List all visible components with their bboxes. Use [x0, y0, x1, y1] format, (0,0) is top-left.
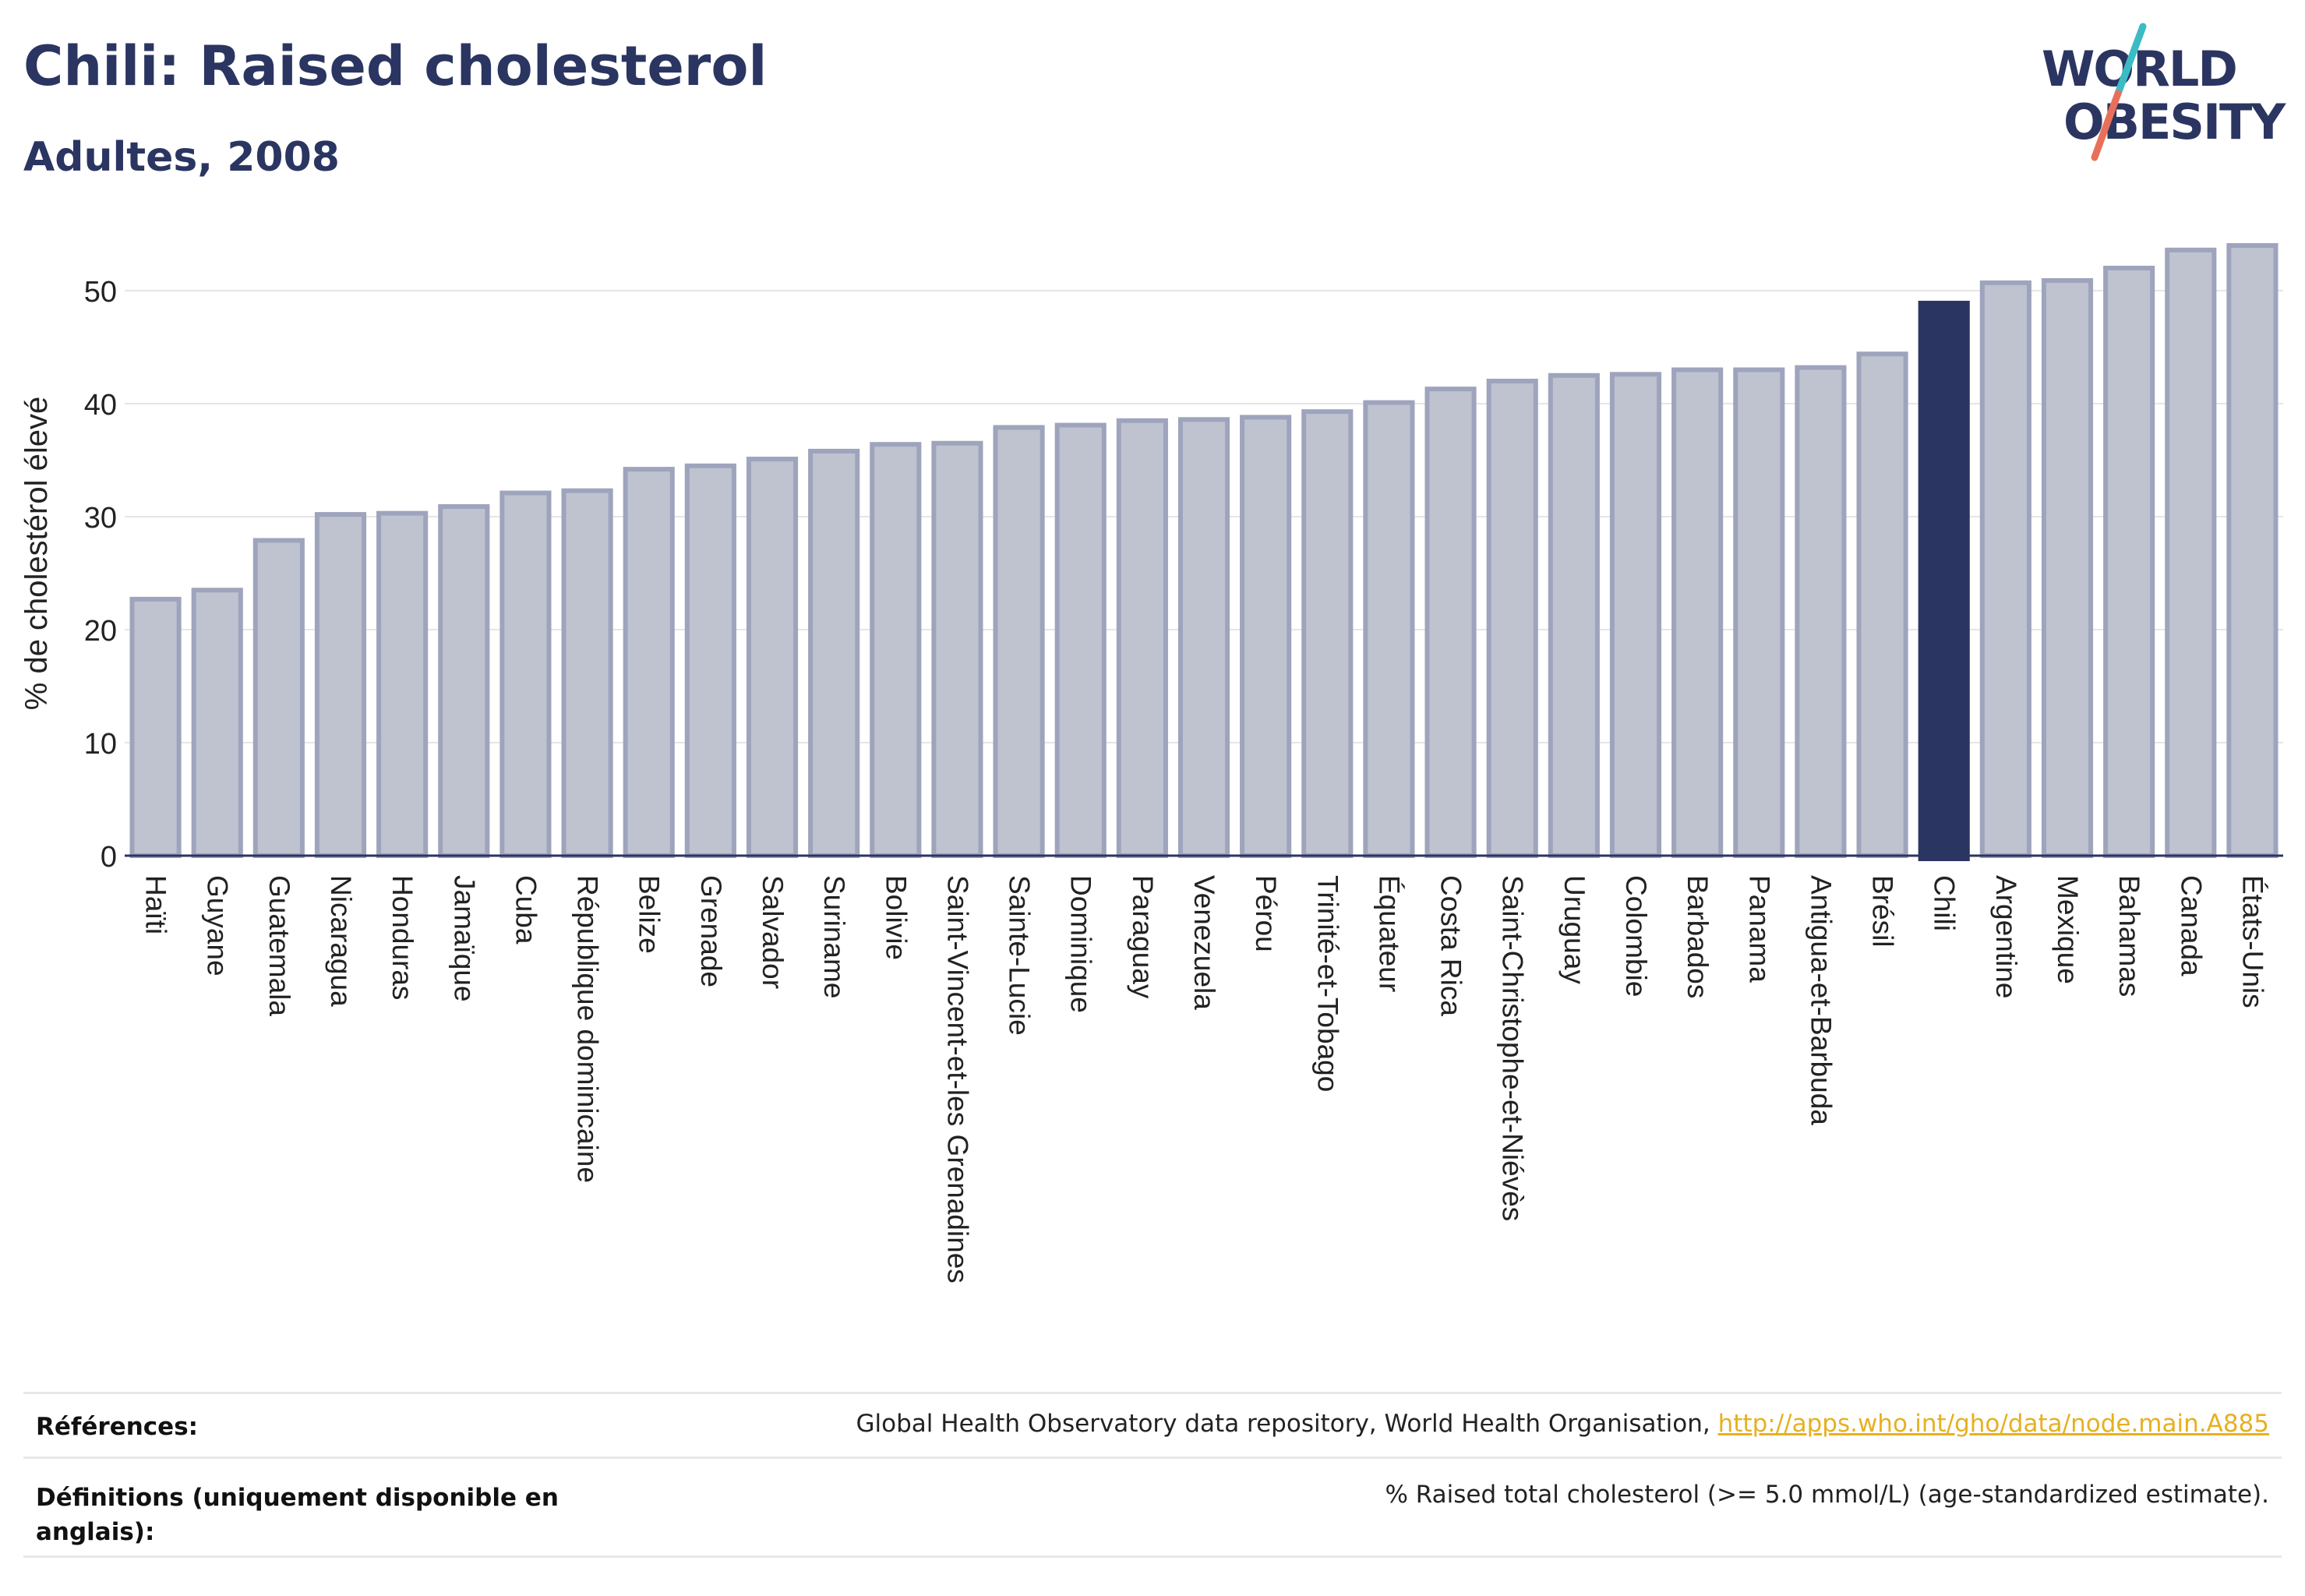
references-row: Références: Global Health Observatory da… [23, 1392, 2282, 1457]
bar[interactable] [1116, 418, 1168, 858]
y-tick-label: 50 [84, 276, 117, 309]
x-tick-label: Cuba [510, 875, 542, 945]
x-tick-label: Antigua-et-Barbuda [1805, 875, 1837, 1125]
x-tick-label: Colombie [1620, 875, 1652, 997]
x-tick-label: Chili [1929, 875, 1961, 931]
x-tick-label: Argentine [1990, 875, 2022, 998]
y-tick-label: 10 [84, 728, 117, 761]
bar[interactable] [1609, 372, 1662, 858]
bar[interactable] [1671, 367, 1724, 858]
bar[interactable] [1486, 379, 1538, 858]
bar[interactable] [561, 488, 613, 859]
bar[interactable] [684, 463, 736, 858]
logo-slash-teal [2114, 23, 2147, 97]
x-tick-label: Guyane [202, 875, 234, 976]
bar[interactable] [252, 538, 305, 858]
bar[interactable] [1733, 367, 1785, 858]
bar[interactable] [438, 503, 490, 858]
bar-chart: 0 10 20 30 40 50 Haïti Guyane Guatemala Nicaragua… [19, 243, 2283, 1284]
bar[interactable] [1424, 387, 1477, 858]
chart-subtitle: Adultes, 2008 [23, 134, 340, 181]
x-tick-label: Nicaragua [325, 875, 357, 1007]
x-tick-label: Grenade [695, 875, 727, 987]
x-tick-label: Guatemala [263, 875, 295, 1016]
bar[interactable] [746, 457, 799, 858]
x-tick-label: Uruguay [1558, 875, 1590, 984]
bar[interactable] [1177, 417, 1230, 858]
bar[interactable] [1301, 409, 1354, 858]
references-text: Global Health Observatory data repositor… [856, 1410, 1710, 1438]
definitions-label: Définitions (uniquement disponible en an… [36, 1484, 559, 1546]
footer-table: Références: Global Health Observatory da… [23, 1392, 2282, 1558]
x-tick-label: Mexique [2052, 875, 2084, 984]
bar[interactable] [1240, 415, 1292, 858]
references-label: Références: [36, 1413, 199, 1441]
bar[interactable] [1918, 300, 1970, 861]
y-tick-label: 30 [84, 502, 117, 535]
bar[interactable] [314, 512, 367, 858]
bar[interactable] [2226, 243, 2279, 858]
bar[interactable] [2041, 277, 2094, 858]
bar[interactable] [993, 425, 1045, 858]
y-tick-label: 40 [84, 389, 117, 422]
x-tick-label: Dominique [1065, 875, 1097, 1013]
x-tick-label: Sainte-Lucie [1004, 875, 1036, 1036]
bars [129, 243, 2279, 861]
x-tick-label: Trinité-et-Tobago [1311, 875, 1343, 1092]
x-tick-label: Équateur [1373, 875, 1405, 992]
bar[interactable] [191, 588, 243, 858]
chart-title: Chili: Raised cholesterol [23, 34, 768, 98]
bar[interactable] [129, 596, 182, 858]
x-tick-label: Suriname [818, 875, 850, 998]
references-value: Global Health Observatory data repositor… [856, 1410, 2269, 1438]
logo-line-world: WORLD [2042, 41, 2236, 97]
references-link[interactable]: http://apps.who.int/gho/data/node.main.A… [1717, 1410, 2269, 1438]
bar[interactable] [1548, 373, 1600, 858]
x-tick-label: Honduras [387, 875, 418, 1000]
bar[interactable] [931, 440, 983, 858]
logo-slash-coral [2091, 90, 2122, 161]
x-tick-label: Panama [1743, 875, 1775, 983]
x-tick-label: République dominicaine [572, 875, 604, 1183]
x-tick-label: Brésil [1867, 875, 1899, 948]
definitions-value: % Raised total cholesterol (>= 5.0 mmol/… [1385, 1481, 2269, 1509]
x-tick-label: Paraguay [1127, 875, 1159, 999]
x-tick-label: Belize [634, 875, 665, 954]
x-tick-label: Haïti [140, 875, 172, 934]
x-tick-label: Jamaïque [448, 875, 480, 1002]
bar[interactable] [870, 442, 922, 858]
x-tick-label: Costa Rica [1435, 875, 1467, 1016]
bar[interactable] [1979, 280, 2031, 859]
bar[interactable] [808, 448, 860, 858]
bar[interactable] [1363, 400, 1415, 858]
x-tick-label: Saint-Christophe-et-Niévès [1497, 875, 1529, 1221]
x-tick-label: Saint-Vincent-et-les Grenadines [941, 875, 973, 1284]
x-tick-label: Pérou [1250, 875, 1282, 952]
bar[interactable] [1054, 422, 1107, 858]
x-tick-label: Venezuela [1188, 875, 1220, 1010]
y-axis-label: % de cholestérol élevé [19, 397, 54, 710]
tick-labels: 0 10 20 30 40 50 Haïti Guyane Guatemala Nicaragua… [84, 276, 2269, 1284]
bar[interactable] [2103, 266, 2155, 858]
y-tick-label: 0 [101, 841, 117, 874]
world-obesity-logo[interactable]: WORLD OBESITY [2026, 16, 2291, 171]
definitions-row: Définitions (uniquement disponible en an… [23, 1457, 2282, 1558]
x-tick-label: Bahamas [2113, 875, 2145, 997]
x-tick-label: Salvador [757, 875, 789, 989]
y-tick-label: 20 [84, 615, 117, 648]
bar[interactable] [1795, 365, 1847, 859]
bar[interactable] [2165, 247, 2217, 858]
x-tick-label: Barbados [1682, 875, 1714, 998]
bar[interactable] [623, 467, 675, 858]
bar[interactable] [499, 490, 552, 858]
x-tick-label: Bolivie [880, 875, 912, 960]
bar[interactable] [1856, 351, 1908, 858]
x-tick-label: États-Unis [2236, 875, 2268, 1008]
bar[interactable] [376, 510, 429, 859]
x-tick-label: Canada [2175, 875, 2207, 976]
